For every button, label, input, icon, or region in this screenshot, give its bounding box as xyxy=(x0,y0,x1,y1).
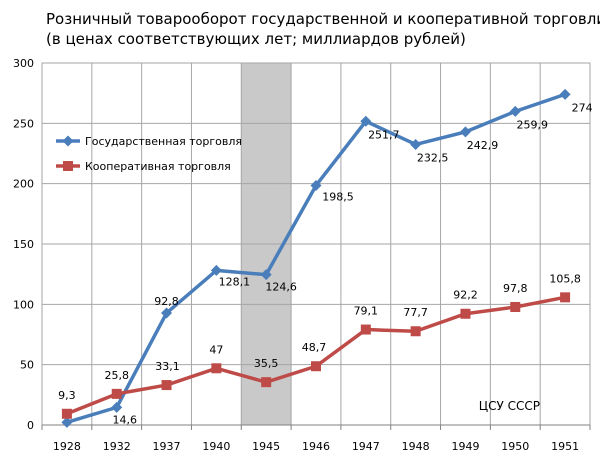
x-tick-label: 1946 xyxy=(302,440,330,453)
data-point xyxy=(261,377,272,388)
data-point xyxy=(211,363,222,374)
data-point xyxy=(311,361,321,372)
data-label: 97,8 xyxy=(503,282,528,295)
data-label: 35,5 xyxy=(254,357,279,370)
chart-title: Розничный товарооборот государственной и… xyxy=(46,10,600,28)
data-label: 14,6 xyxy=(112,413,137,426)
x-tick-label: 1937 xyxy=(153,440,181,453)
y-tick-label: 0 xyxy=(27,419,34,432)
data-label: 128,1 xyxy=(219,275,251,288)
x-tick-label: 1932 xyxy=(103,440,131,453)
data-point xyxy=(310,179,322,191)
data-label: 9,3 xyxy=(58,389,76,402)
y-tick-label: 300 xyxy=(13,57,34,70)
data-point xyxy=(460,308,471,319)
source-annotation: ЦСУ СССР xyxy=(479,399,540,413)
legend-label: Кооперативная торговля xyxy=(85,160,231,173)
data-label: 124,6 xyxy=(265,281,297,294)
data-point xyxy=(410,138,422,150)
data-label: 274 xyxy=(572,101,593,114)
data-point xyxy=(459,126,471,138)
x-tick-label: 1947 xyxy=(352,440,380,453)
data-label: 251,7 xyxy=(368,128,400,141)
data-point xyxy=(510,301,521,312)
x-tick-label: 1945 xyxy=(252,440,280,453)
data-point xyxy=(559,88,571,100)
x-tick-label: 1940 xyxy=(202,440,230,453)
data-point xyxy=(161,307,173,319)
data-label: 92,2 xyxy=(453,289,478,302)
y-tick-label: 150 xyxy=(13,238,34,251)
legend-swatch-marker xyxy=(62,135,74,147)
data-label: 79,1 xyxy=(354,305,379,318)
x-tick-label: 1951 xyxy=(551,440,579,453)
data-point xyxy=(509,105,521,117)
data-point xyxy=(161,380,172,391)
y-tick-label: 250 xyxy=(13,117,34,130)
data-point xyxy=(61,416,73,428)
data-label: 47 xyxy=(209,343,223,356)
data-label: 232,5 xyxy=(417,151,449,164)
data-label: 92,8 xyxy=(154,295,179,308)
x-tick-label: 1950 xyxy=(501,440,529,453)
y-tick-label: 100 xyxy=(13,298,34,311)
legend-label: Государственная торговля xyxy=(85,135,242,148)
data-label: 105,8 xyxy=(549,272,581,285)
data-label: 33,1 xyxy=(155,360,180,373)
data-label: 242,9 xyxy=(467,139,499,152)
chart-subtitle: (в ценах соответствующих лет; миллиардов… xyxy=(46,30,466,48)
x-tick-label: 1949 xyxy=(451,440,479,453)
data-point xyxy=(111,401,123,413)
data-point xyxy=(111,388,122,399)
legend-swatch-marker xyxy=(63,161,73,171)
chart-title-block: Розничный товарооборот государственной и… xyxy=(46,9,600,49)
data-label: 259,9 xyxy=(517,118,549,131)
y-tick-label: 50 xyxy=(20,359,34,372)
data-label: 198,5 xyxy=(322,190,354,203)
data-point xyxy=(360,115,372,127)
data-label: 77,7 xyxy=(403,306,428,319)
data-label: 48,7 xyxy=(302,341,327,354)
data-point xyxy=(210,264,222,276)
data-point xyxy=(410,326,421,337)
data-point xyxy=(61,408,72,419)
data-point xyxy=(360,324,371,335)
data-point xyxy=(260,269,272,281)
data-point xyxy=(560,292,571,303)
data-label: 25,8 xyxy=(104,369,129,382)
x-tick-label: 1928 xyxy=(53,440,81,453)
x-tick-label: 1948 xyxy=(402,440,430,453)
y-tick-label: 200 xyxy=(13,178,34,191)
